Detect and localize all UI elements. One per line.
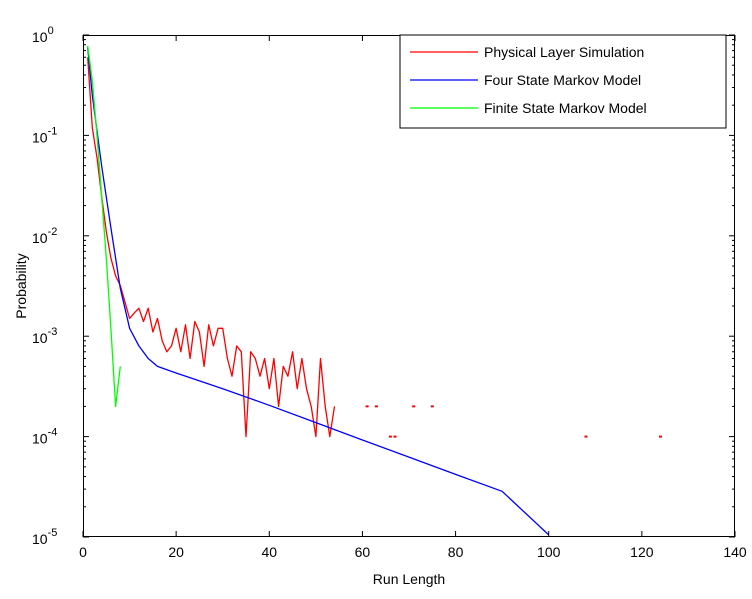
y-tick-label: 100	[32, 25, 54, 45]
y-tick-base: 10	[32, 129, 48, 145]
x-tick-label: 40	[261, 544, 277, 560]
series-line-physical-layer-simulation	[87, 57, 336, 438]
data-point	[658, 435, 662, 438]
y-tick-exponent: -1	[48, 125, 58, 137]
series-line-four-state-markov-model	[87, 47, 550, 536]
y-tick-exponent: -5	[48, 527, 58, 539]
data-point	[393, 435, 397, 438]
data-point	[412, 405, 416, 408]
y-tick-exponent: 0	[48, 25, 54, 37]
y-tick-label: 10-3	[32, 326, 57, 346]
legend-label: Physical Layer Simulation	[484, 44, 644, 60]
x-tick-label: 20	[168, 544, 184, 560]
legend: Physical Layer Simulation Four State Mark…	[399, 34, 727, 129]
x-tick-label: 140	[723, 544, 747, 560]
data-point	[365, 405, 369, 408]
y-tick-base: 10	[32, 29, 48, 45]
x-tick-label: 0	[79, 544, 87, 560]
legend-label: Finite State Markov Model	[484, 100, 647, 116]
x-tick-label: 80	[448, 544, 464, 560]
y-axis-label: Probability	[13, 253, 29, 318]
y-tick-base: 10	[32, 330, 48, 346]
data-point	[430, 405, 434, 408]
legend-label: Four State Markov Model	[484, 72, 641, 88]
y-tick-exponent: -4	[48, 427, 58, 439]
series-layer	[87, 45, 662, 536]
x-tick-label: 120	[630, 544, 654, 560]
x-axis-label: Run Length	[373, 571, 445, 587]
data-point	[388, 435, 392, 438]
y-tick-base: 10	[32, 531, 48, 547]
y-tick-base: 10	[32, 431, 48, 447]
legend-box	[399, 34, 727, 129]
y-tick-base: 10	[32, 230, 48, 246]
y-tick-exponent: -2	[48, 226, 58, 238]
x-tick-label: 60	[355, 544, 371, 560]
y-tick-label: 10-4	[32, 427, 57, 447]
y-tick-label: 10-2	[32, 226, 57, 246]
data-point	[374, 405, 378, 408]
y-tick-exponent: -3	[48, 326, 58, 338]
series-line-finite-state-markov-model	[87, 45, 121, 408]
ticks-layer: 0 20 40 60 80 100 120 14010010-110-210-310-410-…	[32, 25, 747, 560]
y-tick-label: 10-1	[32, 125, 57, 145]
y-tick-label: 10-5	[32, 527, 57, 547]
data-point	[584, 435, 588, 438]
x-tick-label: 100	[537, 544, 561, 560]
